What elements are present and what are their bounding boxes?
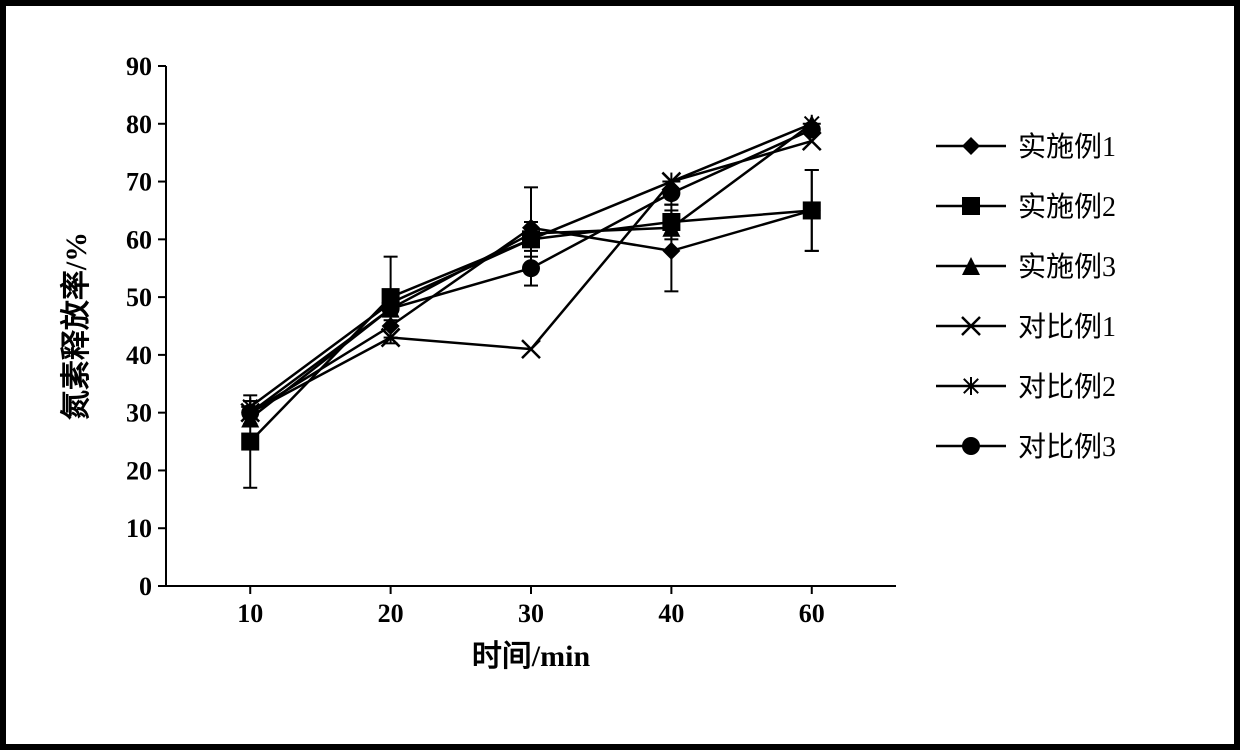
svg-text:50: 50: [126, 283, 152, 312]
legend-label: 实施例1: [1018, 131, 1116, 163]
legend-label: 实施例3: [1018, 251, 1116, 283]
circle-marker: [662, 184, 680, 202]
svg-text:40: 40: [658, 599, 684, 628]
svg-text:氮素释放率/%: 氮素释放率/%: [60, 232, 93, 420]
svg-text:40: 40: [126, 341, 152, 370]
chart-svg: 0 10 20 30 40 50 60 70 80 90 10 20 30 40 60 时间/min 氮素释放率…: [36, 26, 1216, 726]
square-marker: [962, 197, 980, 215]
svg-text:80: 80: [126, 110, 152, 139]
svg-text:0: 0: [139, 572, 152, 601]
svg-text:60: 60: [126, 225, 152, 254]
svg-text:70: 70: [126, 168, 152, 197]
svg-text:60: 60: [799, 599, 825, 628]
circle-marker: [962, 437, 980, 455]
legend-label: 对比例3: [1018, 431, 1116, 463]
diamond-marker: [962, 137, 980, 155]
svg-text:10: 10: [126, 514, 152, 543]
circle-marker: [803, 121, 821, 139]
circle-marker: [241, 404, 259, 422]
diamond-marker: [662, 242, 680, 260]
circle-marker: [382, 300, 400, 318]
square-marker: [803, 201, 821, 219]
figure-frame: 0 10 20 30 40 50 60 70 80 90 10 20 30 40 60 时间/min 氮素释放率…: [0, 0, 1240, 750]
square-marker: [241, 433, 259, 451]
svg-text:20: 20: [126, 456, 152, 485]
legend-label: 对比例2: [1018, 371, 1116, 403]
svg-text:30: 30: [126, 399, 152, 428]
legend-label: 实施例2: [1018, 191, 1116, 223]
star-marker: [522, 230, 540, 248]
svg-text:30: 30: [518, 599, 544, 628]
svg-text:时间/min: 时间/min: [472, 640, 591, 673]
svg-text:10: 10: [237, 599, 263, 628]
star-marker: [962, 377, 980, 395]
legend-label: 对比例1: [1018, 311, 1116, 343]
svg-text:20: 20: [378, 599, 404, 628]
line-chart: 0 10 20 30 40 50 60 70 80 90 10 20 30 40 60 时间/min 氮素释放率…: [36, 26, 1216, 726]
circle-marker: [522, 259, 540, 277]
svg-text:90: 90: [126, 52, 152, 81]
